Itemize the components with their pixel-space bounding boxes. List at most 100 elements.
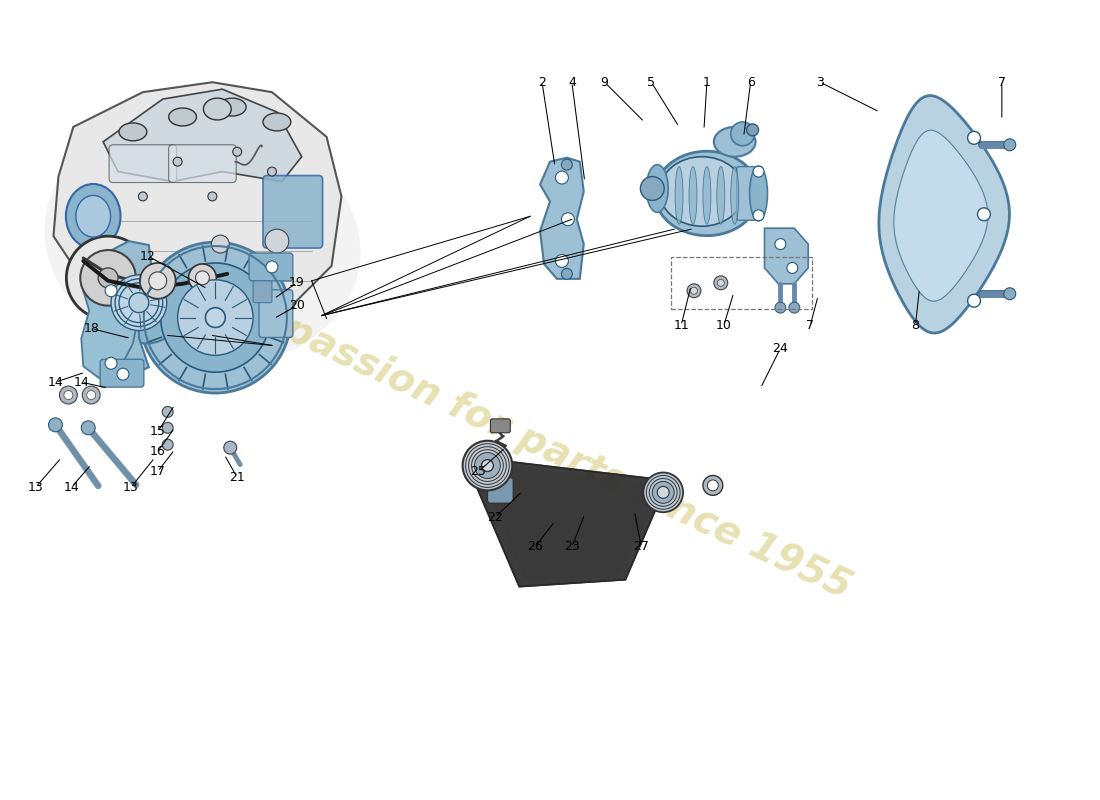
Circle shape <box>81 421 96 434</box>
Text: 7: 7 <box>806 319 814 332</box>
FancyBboxPatch shape <box>491 419 510 433</box>
FancyBboxPatch shape <box>249 253 293 281</box>
Circle shape <box>968 131 980 144</box>
Circle shape <box>111 275 167 330</box>
Circle shape <box>556 171 569 184</box>
Circle shape <box>59 386 77 404</box>
Circle shape <box>691 287 697 294</box>
Ellipse shape <box>76 195 111 237</box>
Circle shape <box>561 213 574 226</box>
Polygon shape <box>54 82 341 326</box>
Circle shape <box>106 358 117 370</box>
Circle shape <box>48 418 63 432</box>
Circle shape <box>98 268 118 288</box>
Text: 27: 27 <box>634 541 649 554</box>
Text: 15: 15 <box>150 426 166 438</box>
Text: 20: 20 <box>289 299 305 312</box>
Circle shape <box>129 293 149 313</box>
Text: 18: 18 <box>84 322 99 335</box>
Circle shape <box>82 386 100 404</box>
Circle shape <box>774 302 785 313</box>
Circle shape <box>177 280 253 355</box>
Circle shape <box>968 294 980 307</box>
Ellipse shape <box>703 166 711 224</box>
Circle shape <box>657 486 669 498</box>
Circle shape <box>786 262 798 274</box>
Text: 17: 17 <box>150 465 166 478</box>
Ellipse shape <box>168 108 197 126</box>
Circle shape <box>223 442 236 454</box>
Circle shape <box>463 441 513 490</box>
Text: 24: 24 <box>772 342 789 355</box>
Circle shape <box>211 235 229 253</box>
Circle shape <box>233 147 242 156</box>
Circle shape <box>688 284 701 298</box>
Circle shape <box>644 473 683 512</box>
Text: 2: 2 <box>538 76 546 89</box>
Circle shape <box>789 302 800 313</box>
Circle shape <box>556 254 569 267</box>
Circle shape <box>229 278 255 304</box>
Ellipse shape <box>218 98 246 116</box>
Text: 16: 16 <box>150 445 166 458</box>
Text: 10: 10 <box>716 319 732 332</box>
Circle shape <box>649 478 678 506</box>
Polygon shape <box>879 96 1010 333</box>
Text: 13: 13 <box>123 481 139 494</box>
Text: 12: 12 <box>140 250 156 262</box>
Circle shape <box>774 238 785 250</box>
Circle shape <box>188 264 217 292</box>
Circle shape <box>730 122 755 146</box>
Ellipse shape <box>675 166 683 224</box>
Ellipse shape <box>204 98 231 120</box>
Circle shape <box>116 279 163 326</box>
Text: 11: 11 <box>673 319 689 332</box>
Text: 13: 13 <box>28 481 44 494</box>
Circle shape <box>208 192 217 201</box>
Ellipse shape <box>119 123 146 141</box>
Circle shape <box>206 308 225 327</box>
Circle shape <box>561 159 572 170</box>
Text: 26: 26 <box>527 541 543 554</box>
Circle shape <box>162 439 173 450</box>
Circle shape <box>469 446 506 485</box>
Ellipse shape <box>140 242 290 393</box>
Circle shape <box>978 208 990 221</box>
Text: 23: 23 <box>564 541 580 554</box>
Polygon shape <box>540 158 584 279</box>
Circle shape <box>717 279 724 286</box>
Text: 8: 8 <box>912 319 920 332</box>
Circle shape <box>267 167 276 176</box>
FancyBboxPatch shape <box>253 281 272 302</box>
Circle shape <box>747 124 759 136</box>
Ellipse shape <box>44 116 361 366</box>
Circle shape <box>652 482 674 503</box>
Circle shape <box>265 229 289 253</box>
Circle shape <box>117 368 129 380</box>
FancyBboxPatch shape <box>487 478 514 503</box>
Circle shape <box>87 390 96 399</box>
Circle shape <box>754 166 764 177</box>
Text: 6: 6 <box>747 76 755 89</box>
Text: 14: 14 <box>74 376 89 389</box>
Circle shape <box>1004 139 1015 150</box>
Text: 21: 21 <box>229 471 245 484</box>
Circle shape <box>161 263 270 372</box>
Circle shape <box>703 475 723 495</box>
Bar <box>671 257 812 309</box>
Ellipse shape <box>660 157 744 226</box>
Text: 9: 9 <box>601 76 608 89</box>
Polygon shape <box>470 458 668 586</box>
Circle shape <box>66 236 150 319</box>
Text: 25: 25 <box>471 465 486 478</box>
Text: 4: 4 <box>568 76 575 89</box>
FancyBboxPatch shape <box>258 290 293 338</box>
FancyBboxPatch shape <box>109 145 177 182</box>
Text: 22: 22 <box>487 510 504 524</box>
Text: 1: 1 <box>703 76 711 89</box>
Circle shape <box>173 157 183 166</box>
Circle shape <box>472 450 504 482</box>
Text: 14: 14 <box>47 376 64 389</box>
Ellipse shape <box>689 166 697 224</box>
Polygon shape <box>103 89 301 182</box>
